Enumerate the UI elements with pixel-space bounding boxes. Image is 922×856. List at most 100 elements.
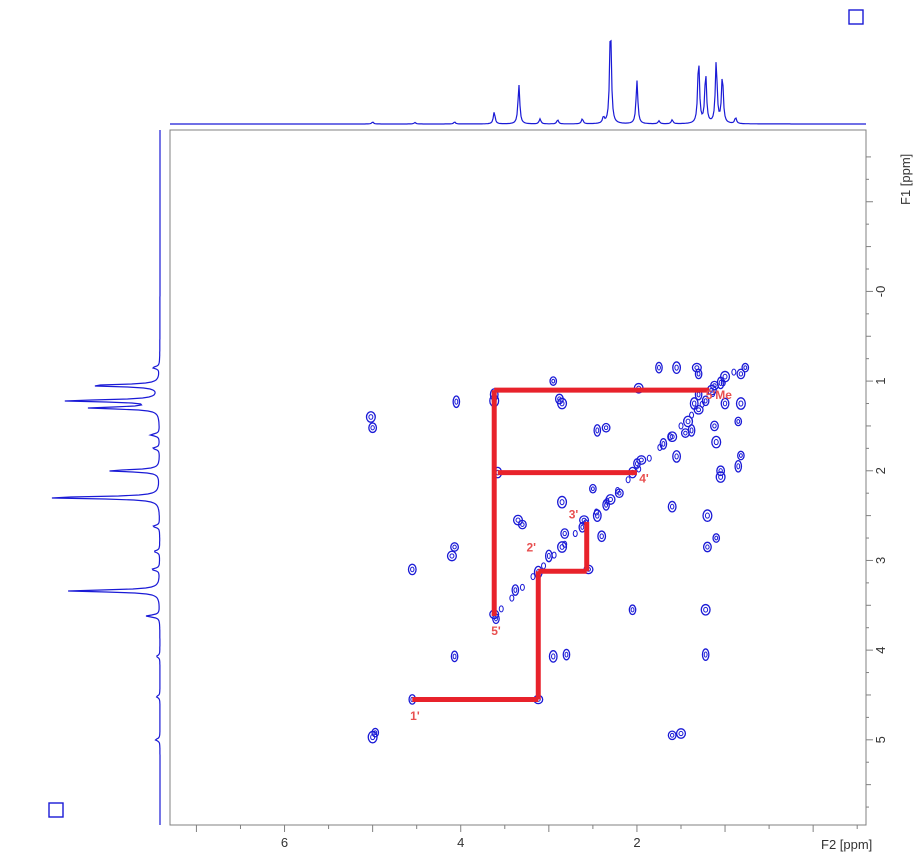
cross-peak-inner bbox=[630, 607, 635, 613]
cross-peak bbox=[407, 563, 417, 576]
cross-peak bbox=[592, 509, 602, 522]
cross-peak bbox=[736, 368, 746, 380]
cross-peak bbox=[549, 376, 558, 386]
plot-area[interactable] bbox=[169, 129, 867, 826]
cross-peak-inner bbox=[661, 441, 666, 447]
cross-peak-inner bbox=[689, 427, 694, 434]
square-icon[interactable] bbox=[48, 802, 64, 818]
cross-peak-inner bbox=[373, 730, 378, 736]
cross-peak bbox=[737, 450, 745, 461]
cross-peak-inner bbox=[696, 391, 701, 398]
peak-label: 2' bbox=[526, 540, 536, 554]
cross-peak-inner bbox=[678, 730, 684, 737]
cross-peak bbox=[701, 648, 710, 661]
cross-peak bbox=[601, 422, 611, 433]
cross-peak bbox=[544, 549, 553, 563]
cross-peak-inner bbox=[712, 423, 717, 429]
diagonal-peak bbox=[519, 583, 525, 591]
cross-peak bbox=[452, 395, 461, 409]
cross-peak-inner bbox=[703, 606, 709, 613]
cross-peak bbox=[589, 483, 597, 494]
cross-peak bbox=[450, 542, 460, 552]
cross-peak-inner bbox=[551, 653, 556, 660]
cross-peak bbox=[691, 362, 702, 373]
cross-peak-inner bbox=[599, 533, 604, 540]
cross-peak bbox=[450, 650, 459, 663]
cross-peak-inner bbox=[722, 373, 728, 380]
cross-peak-inner bbox=[705, 544, 710, 550]
cross-peak-inner bbox=[738, 371, 744, 377]
cross-peak bbox=[636, 455, 647, 465]
cross-peak-inner bbox=[743, 365, 748, 371]
cross-peak-inner bbox=[370, 425, 375, 431]
cross-peak-inner bbox=[368, 414, 374, 420]
cross-peak bbox=[675, 728, 687, 739]
cross-peak bbox=[371, 727, 380, 738]
x-tick-label: 2 bbox=[633, 835, 640, 850]
cross-peak bbox=[712, 533, 721, 543]
cross-peak-inner bbox=[595, 427, 600, 434]
cross-peak bbox=[680, 428, 690, 438]
cross-peak bbox=[557, 397, 568, 410]
cross-peak-inner bbox=[683, 430, 688, 436]
peak-label: 5'Me bbox=[706, 388, 733, 402]
assignment-path bbox=[412, 387, 710, 702]
cross-peak-inner bbox=[580, 524, 585, 530]
y-tick-label: 5 bbox=[873, 736, 888, 743]
cross-peak-inner bbox=[674, 453, 679, 460]
cross-peak bbox=[365, 411, 376, 423]
y-tick-label: 3 bbox=[873, 557, 888, 564]
cross-peak-inner bbox=[515, 517, 521, 523]
cross-peak-inner bbox=[603, 425, 609, 431]
diagonal-peak bbox=[710, 390, 716, 398]
cross-peak-inner bbox=[718, 468, 723, 474]
cross-peak-inner bbox=[551, 378, 556, 384]
cross-peak bbox=[720, 397, 730, 410]
cross-peak-inner bbox=[736, 419, 741, 424]
cross-peak bbox=[694, 368, 703, 380]
cross-peak bbox=[672, 361, 682, 374]
cross-peak bbox=[446, 550, 457, 562]
diagonal-peak bbox=[678, 422, 684, 430]
cross-peak bbox=[368, 422, 378, 434]
cross-peak bbox=[597, 530, 607, 543]
cross-peak-inner bbox=[449, 553, 455, 559]
cross-peak-inner bbox=[564, 651, 569, 658]
cross-peak-inner bbox=[691, 400, 697, 407]
diagonal-peak bbox=[604, 497, 610, 505]
f2-projection-trace bbox=[170, 39, 866, 125]
diagonal-peak bbox=[657, 443, 663, 451]
cross-peak-inner bbox=[669, 503, 675, 510]
cross-peak bbox=[711, 435, 722, 449]
cross-peak bbox=[667, 431, 678, 443]
y-axis-title: F1 [ppm] bbox=[898, 154, 913, 205]
cross-peak-inner bbox=[494, 616, 498, 622]
diagonal-peak bbox=[498, 605, 504, 613]
cross-peak-inner bbox=[736, 463, 741, 470]
cross-peak bbox=[715, 471, 726, 483]
peak-label: 1' bbox=[410, 709, 420, 723]
cross-peak-inner bbox=[546, 552, 551, 560]
diagonal-peak bbox=[731, 368, 737, 376]
cross-peak bbox=[710, 420, 719, 432]
peak-labels: 1' 2' 3' 4' 5' 5'Me bbox=[410, 388, 732, 723]
cross-peak-inner bbox=[559, 400, 565, 407]
cross-peak-inner bbox=[595, 512, 600, 519]
square-icon[interactable] bbox=[848, 9, 864, 25]
cross-peak bbox=[628, 604, 637, 616]
y-tick-label: 1 bbox=[873, 377, 888, 384]
cross-peak bbox=[734, 416, 743, 427]
cross-peak-contours bbox=[365, 361, 750, 744]
cross-peak bbox=[741, 362, 750, 373]
diagonal-peak bbox=[541, 562, 547, 570]
cross-peak bbox=[716, 465, 726, 477]
cross-peak-inner bbox=[718, 474, 724, 480]
cross-peak-inner bbox=[709, 387, 715, 393]
cross-peak bbox=[702, 541, 712, 553]
cross-peak bbox=[557, 495, 568, 509]
y-tick-label: -0 bbox=[873, 286, 888, 298]
cross-peak bbox=[655, 361, 663, 374]
cross-peak-inner bbox=[452, 653, 457, 660]
cross-peak bbox=[700, 603, 711, 616]
peak-label: 3' bbox=[569, 507, 579, 521]
